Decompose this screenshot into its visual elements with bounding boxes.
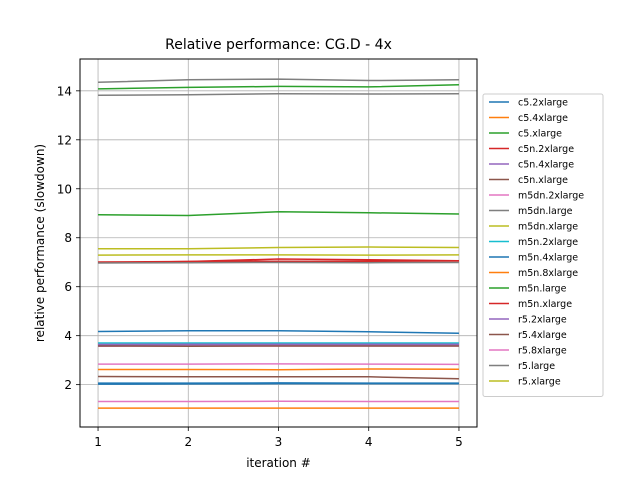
legend-label: r5.2xlarge	[518, 315, 567, 326]
series-line-c5.4xlarge	[98, 368, 459, 371]
series-lines	[98, 78, 459, 409]
x-tick-label: 4	[365, 435, 373, 449]
legend-label: m5n.xlarge	[518, 299, 572, 310]
legend-label: c5.2xlarge	[518, 98, 568, 109]
x-tick-label: 1	[94, 435, 102, 449]
y-tick-label: 8	[64, 231, 72, 245]
y-tick-label: 4	[64, 329, 72, 343]
legend-label: m5n.4xlarge	[518, 253, 578, 264]
legend-label: c5n.2xlarge	[518, 144, 574, 155]
y-tick-label: 2	[64, 378, 72, 392]
legend-label: r5.8xlarge	[518, 346, 567, 357]
legend-label: c5n.4xlarge	[518, 160, 574, 171]
legend-label: m5n.8xlarge	[518, 268, 578, 279]
legend-label: m5dn.xlarge	[518, 222, 578, 233]
chart-title: Relative performance: CG.D - 4x	[165, 37, 392, 53]
series-line-m5n.large	[98, 211, 459, 217]
series-line-r5.large	[98, 78, 459, 84]
legend-label: r5.4xlarge	[518, 330, 567, 341]
series-line-c5.xlarge	[98, 83, 459, 90]
legend-label: c5.xlarge	[518, 129, 562, 140]
series-line-c5n.xlarge	[98, 375, 459, 380]
legend-label: r5.large	[518, 361, 555, 372]
series-line-unlabeled-19	[98, 330, 459, 334]
y-tick-label: 14	[57, 84, 72, 98]
series-line-m5n.xlarge	[98, 260, 459, 263]
legend-label: m5dn.2xlarge	[518, 191, 584, 202]
grid-lines	[80, 59, 477, 427]
legend-label: c5.4xlarge	[518, 113, 568, 124]
x-tick-label: 2	[184, 435, 192, 449]
series-line-r5.xlarge	[98, 246, 459, 250]
legend-label: m5n.2xlarge	[518, 237, 578, 248]
y-tick-label: 10	[57, 182, 72, 196]
x-tick-label: 5	[455, 435, 463, 449]
legend-label: c5n.xlarge	[518, 175, 568, 186]
series-line-m5dn.large	[98, 93, 459, 96]
legend: c5.2xlarge c5.4xlarge c5.xlarge c5n.2xlarge…	[482, 93, 604, 397]
legend-label: m5n.large	[518, 284, 567, 295]
x-tick-label: 3	[275, 435, 283, 449]
legend-label: r5.xlarge	[518, 377, 561, 388]
y-tick-label: 12	[57, 133, 72, 147]
legend-label: m5dn.large	[518, 206, 573, 217]
x-axis-label: iteration #	[246, 456, 311, 470]
legend-box	[482, 93, 604, 397]
y-tick-label: 6	[64, 280, 72, 294]
y-axis-label: relative performance (slowdown)	[33, 144, 47, 342]
